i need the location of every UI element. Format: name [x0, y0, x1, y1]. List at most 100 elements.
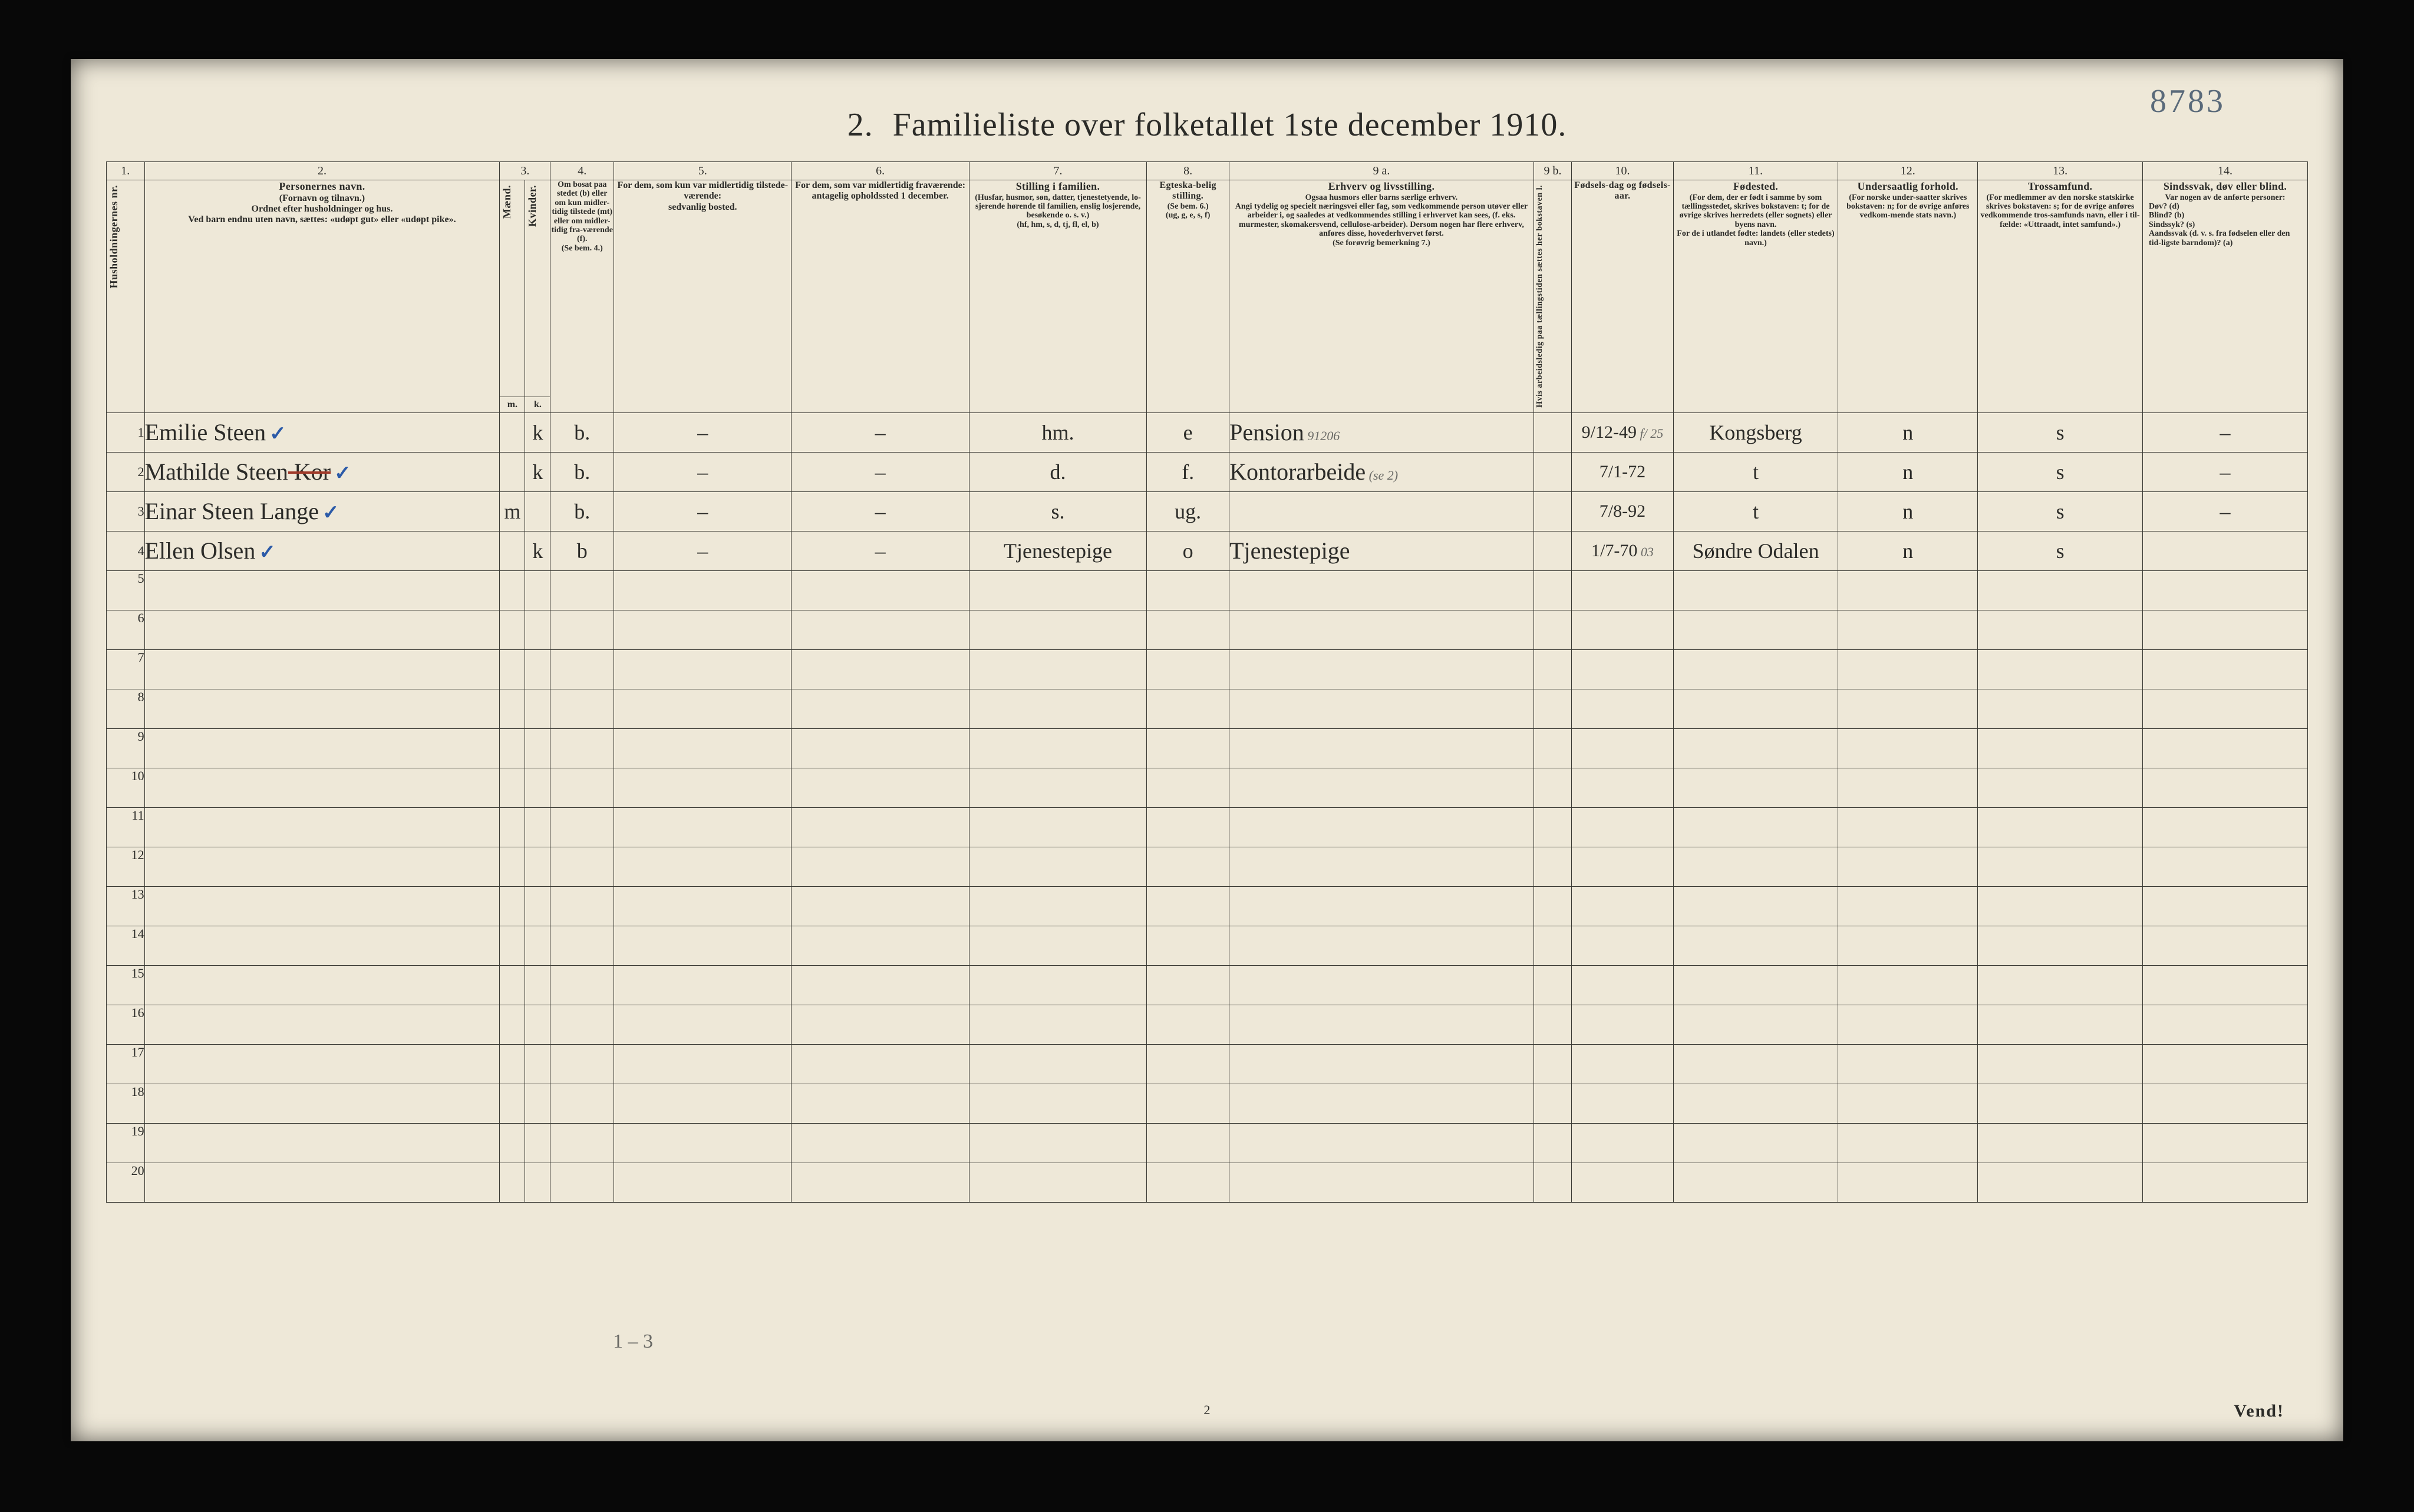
empty-cell: [614, 847, 792, 886]
table-row: 15: [107, 965, 2308, 1005]
empty-cell: [1147, 1084, 1229, 1123]
empty-cell: [144, 926, 500, 965]
empty-cell: [792, 689, 969, 728]
empty-cell: [792, 570, 969, 610]
empty-cell: [2143, 1044, 2308, 1084]
empty-cell: [525, 1123, 550, 1163]
empty-cell: [525, 965, 550, 1005]
cell-sex-m: [500, 452, 525, 491]
cell-sex-m: [500, 531, 525, 570]
empty-cell: [2143, 689, 2308, 728]
empty-cell: [550, 926, 614, 965]
empty-cell: [144, 689, 500, 728]
empty-cell: [550, 689, 614, 728]
empty-cell: [1838, 807, 1978, 847]
hdr-col8-l2: (ug, g, e, s, f): [1147, 211, 1229, 220]
empty-cell: [1534, 610, 1572, 649]
empty-cell: [969, 1084, 1146, 1123]
empty-cell: [500, 768, 525, 807]
empty-cell: [1229, 1163, 1534, 1202]
empty-cell: [1534, 570, 1572, 610]
empty-cell: [969, 965, 1146, 1005]
empty-cell: [1572, 847, 1673, 886]
hdr-col8-l1: (Se bem. 6.): [1147, 202, 1229, 211]
empty-cell: [1838, 1163, 1978, 1202]
hdr-col10-b: Fødsels-dag og fødsels-aar.: [1572, 180, 1673, 202]
empty-cell: [969, 689, 1146, 728]
empty-cell: [144, 570, 500, 610]
row-number: 20: [107, 1163, 145, 1202]
table-row: 6: [107, 610, 2308, 649]
page-title: 2. Familieliste over folketallet 1ste de…: [106, 106, 2308, 144]
table-row: 19: [107, 1123, 2308, 1163]
row-number: 12: [107, 847, 145, 886]
cell-5: –: [614, 412, 792, 452]
cell-stilling: d.: [969, 452, 1146, 491]
cell-14: [2143, 531, 2308, 570]
colnum: 13.: [1978, 162, 2143, 180]
empty-cell: [550, 570, 614, 610]
below-table-annotation: 1 – 3: [613, 1331, 653, 1353]
hdr-col1-text: Husholdningernes nr.: [107, 180, 122, 293]
empty-cell: [1838, 886, 1978, 926]
hdr-col11-l2: For de i utlandet fødte: landets (eller …: [1674, 229, 1838, 247]
hdr-col9a-l3: (Se forøvrig bemerkning 7.): [1229, 239, 1534, 247]
empty-cell: [1673, 610, 1838, 649]
empty-cell: [1147, 1044, 1229, 1084]
hdr-col9a-b: Erhverv og livsstilling.: [1229, 180, 1534, 193]
hdr-col8: Egteska-belig stilling. (Se bem. 6.) (ug…: [1147, 180, 1229, 413]
scan-frame: 8783 2. Familieliste over folketallet 1s…: [0, 0, 2414, 1512]
empty-cell: [1673, 570, 1838, 610]
empty-cell: [500, 847, 525, 886]
empty-cell: [1838, 570, 1978, 610]
empty-cell: [550, 886, 614, 926]
empty-cell: [550, 807, 614, 847]
hdr-col5: For dem, som kun var midlertidig tilsted…: [614, 180, 792, 413]
vend-label: Vend!: [2234, 1401, 2284, 1421]
cell-13: s: [1978, 452, 2143, 491]
colnum: 14.: [2143, 162, 2308, 180]
cell-9b: [1534, 531, 1572, 570]
cell-stilling: hm.: [969, 412, 1146, 452]
row-number: 11: [107, 807, 145, 847]
cell-bosat: b.: [550, 452, 614, 491]
empty-cell: [614, 1163, 792, 1202]
empty-cell: [792, 1123, 969, 1163]
empty-cell: [144, 1123, 500, 1163]
empty-cell: [1978, 847, 2143, 886]
cell-5: –: [614, 452, 792, 491]
empty-cell: [500, 807, 525, 847]
empty-cell: [1229, 1123, 1534, 1163]
empty-cell: [614, 926, 792, 965]
row-number: 6: [107, 610, 145, 649]
empty-cell: [525, 1163, 550, 1202]
empty-cell: [1229, 886, 1534, 926]
table-row: 5: [107, 570, 2308, 610]
cell-6: –: [792, 412, 969, 452]
empty-cell: [614, 1123, 792, 1163]
empty-cell: [500, 728, 525, 768]
empty-cell: [1978, 649, 2143, 689]
empty-cell: [1978, 965, 2143, 1005]
hdr-col13-b: Trossamfund.: [1978, 180, 2142, 193]
empty-cell: [525, 1084, 550, 1123]
empty-cell: [614, 1005, 792, 1044]
hdr-col9b-text: Hvis arbeidsledig paa tællingstiden sætt…: [1534, 180, 1546, 412]
hdr-col14: Sindssvak, døv eller blind. Var nogen av…: [2143, 180, 2308, 413]
empty-cell: [1978, 1044, 2143, 1084]
empty-cell: [1673, 728, 1838, 768]
cell-14: –: [2143, 412, 2308, 452]
hdr-col4-l2: (Se bem. 4.): [550, 244, 614, 253]
title-prefix: 2.: [847, 107, 873, 143]
cell-sex-k: [525, 491, 550, 531]
hdr-col1: Husholdningernes nr.: [107, 180, 145, 413]
cell-egte: f.: [1147, 452, 1229, 491]
empty-cell: [1978, 728, 2143, 768]
empty-cell: [144, 1005, 500, 1044]
empty-cell: [2143, 965, 2308, 1005]
empty-cell: [1673, 768, 1838, 807]
cell-fsted: t: [1673, 491, 1838, 531]
empty-cell: [1572, 1084, 1673, 1123]
empty-cell: [792, 1005, 969, 1044]
empty-cell: [1147, 768, 1229, 807]
